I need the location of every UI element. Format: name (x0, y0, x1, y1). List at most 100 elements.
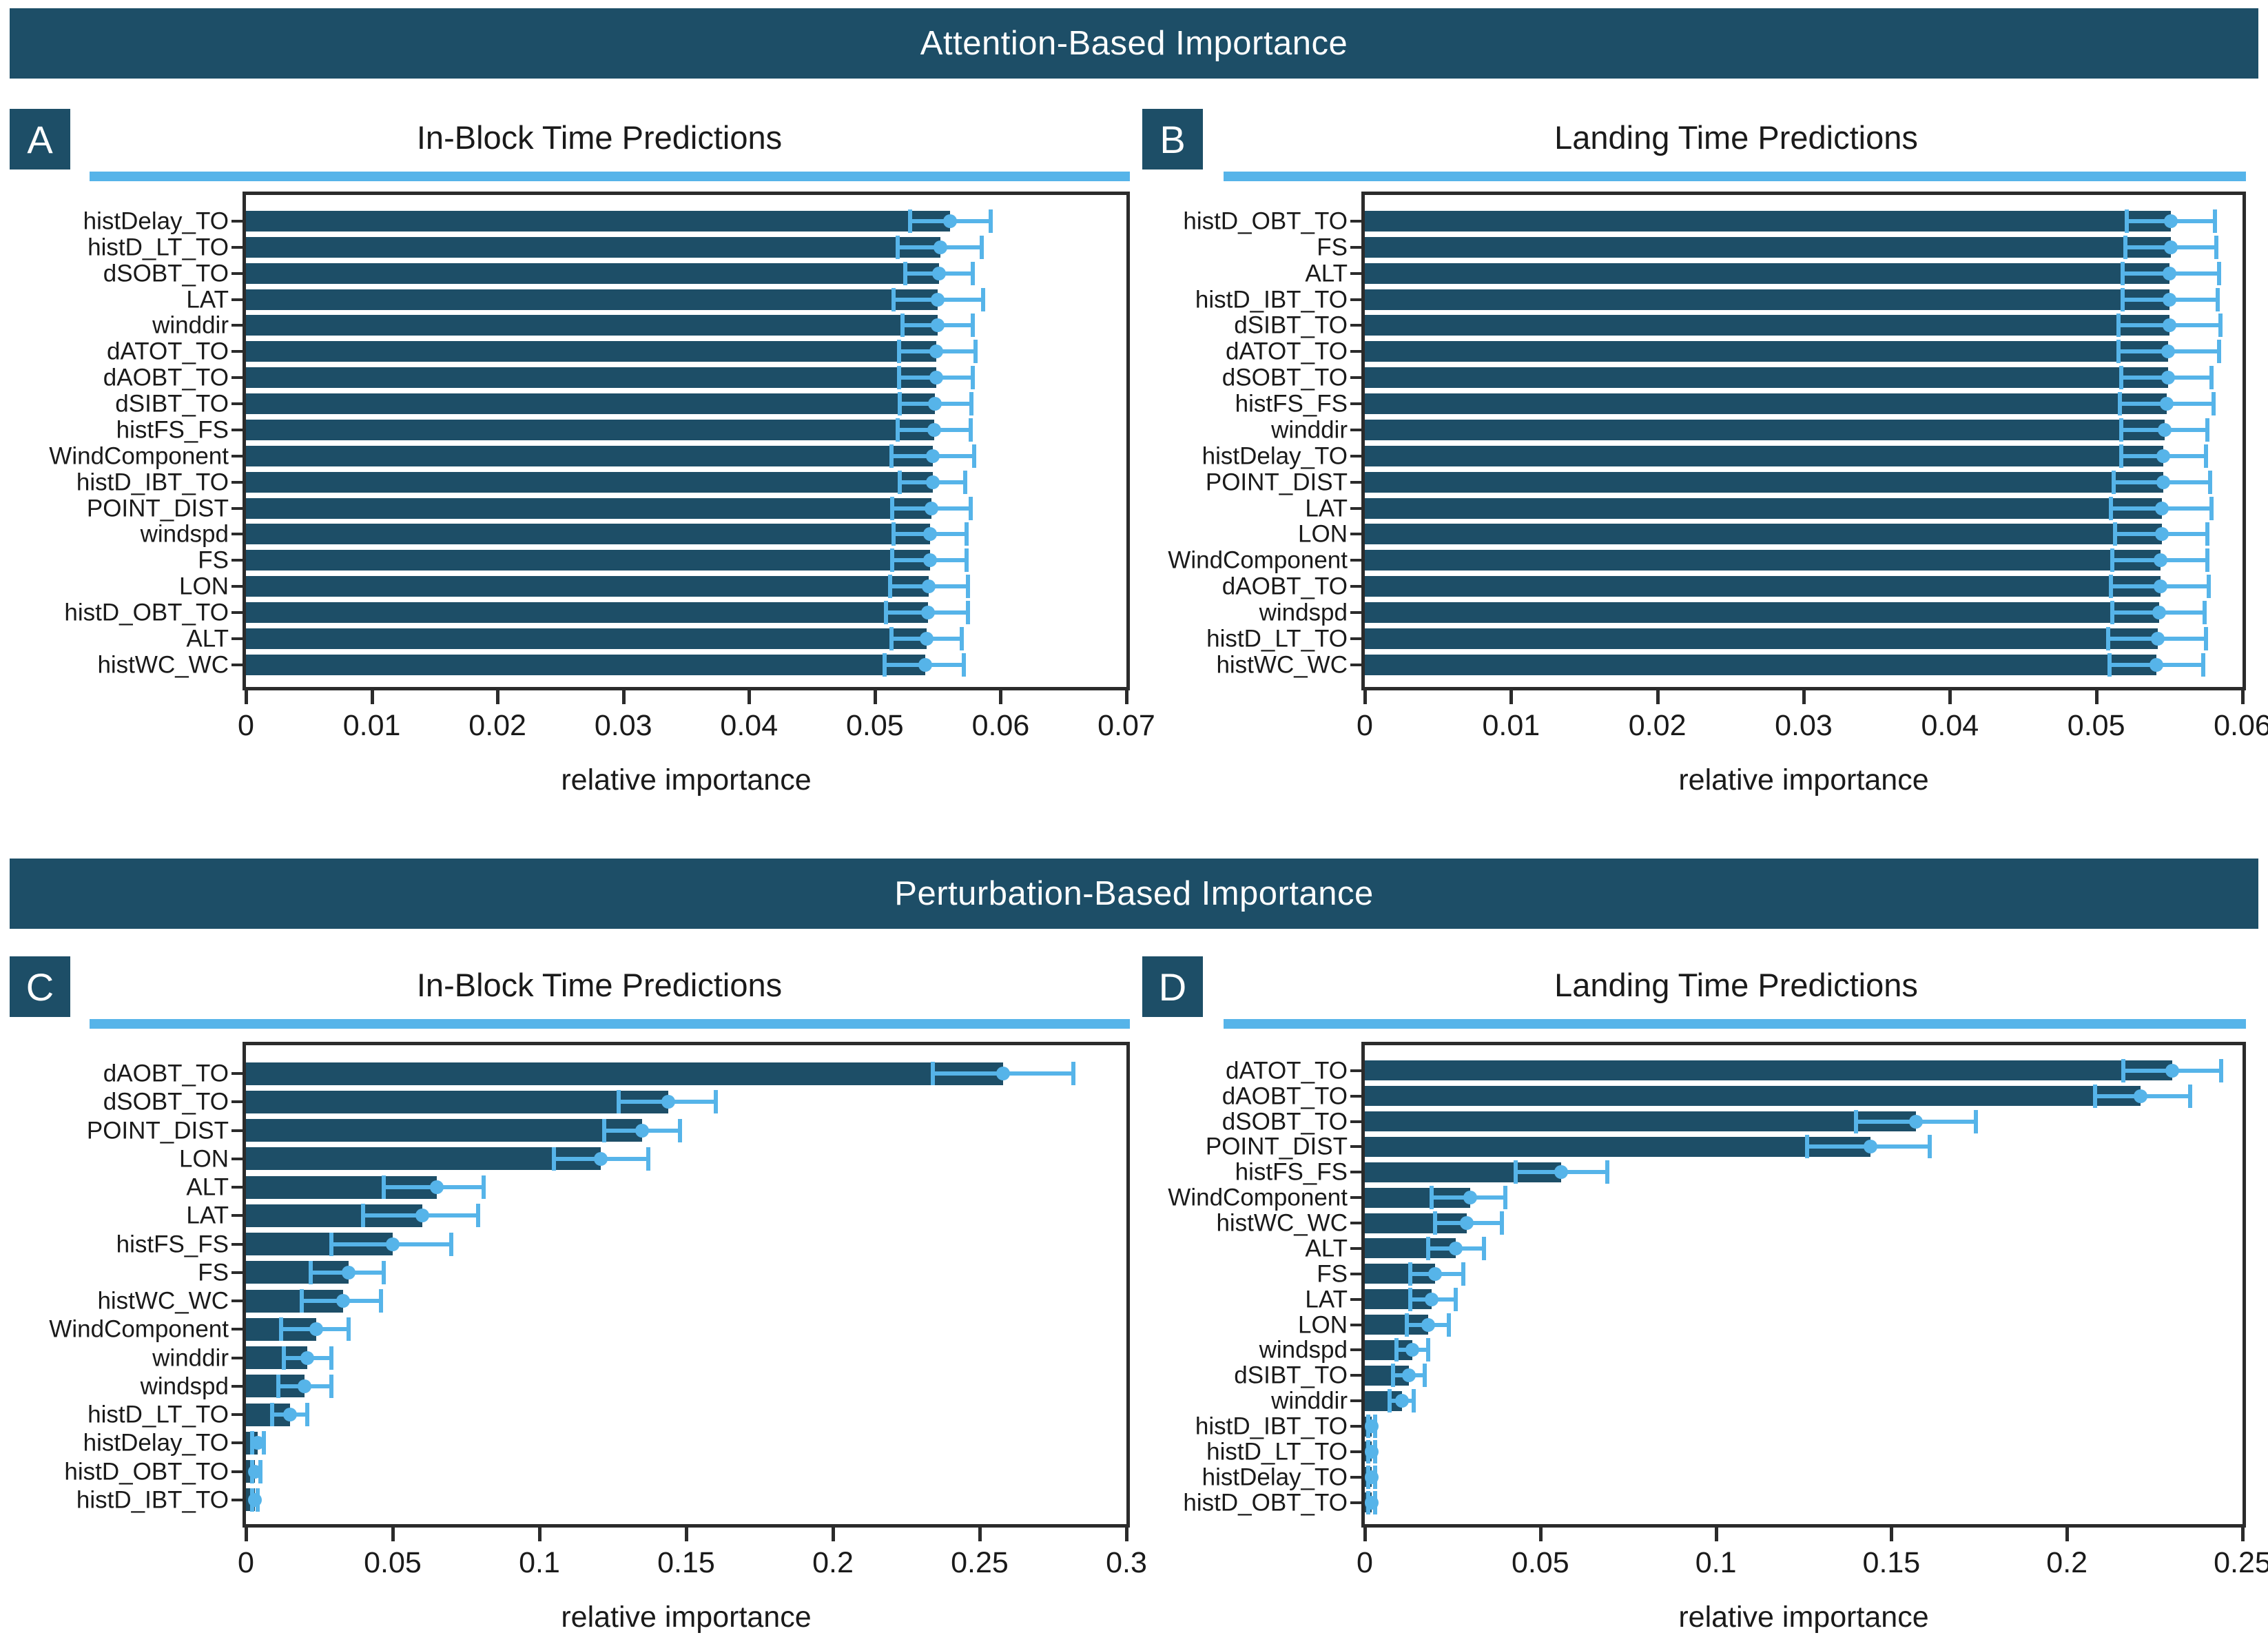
y-axis-label: dAOBT_TO (1221, 1082, 1348, 1110)
y-axis-label: histWC_WC (1216, 1209, 1348, 1237)
error-bar-cap-left (890, 496, 895, 520)
bar (246, 628, 927, 649)
error-bar-cap-right (678, 1118, 683, 1142)
x-tick (496, 690, 500, 704)
x-axis-title: relative importance (1678, 763, 1929, 797)
error-bar-marker (923, 527, 938, 542)
y-tick (1350, 1196, 1361, 1200)
error-bar-marker (925, 501, 938, 515)
panel-letter-badge: A (10, 109, 70, 169)
x-tick-label: 0.3 (1106, 1546, 1147, 1579)
error-bar-cap-right (329, 1374, 333, 1398)
bar (1365, 445, 2164, 466)
error-bar-marker (929, 345, 944, 359)
y-tick (231, 637, 243, 640)
x-tick (1538, 1528, 1543, 1541)
bar (246, 393, 936, 415)
y-axis-label: histWC_WC (97, 1287, 229, 1315)
error-bar-cap-left (552, 1147, 557, 1171)
error-bar-cap-right (1482, 1236, 1487, 1260)
y-axis-label: POINT_DIST (1205, 1133, 1348, 1160)
panel-letter-badge: D (1142, 956, 1203, 1017)
error-bar-cap-right (482, 1175, 486, 1200)
x-tick-label: 0.25 (2214, 1546, 2268, 1579)
x-tick-label: 0.03 (1775, 709, 1833, 742)
title-underline (1224, 172, 2246, 181)
error-bar-cap-left (1432, 1211, 1437, 1235)
error-bar-marker (2162, 318, 2176, 333)
x-tick (1714, 1528, 1718, 1541)
y-axis-label: windspd (140, 520, 229, 548)
y-axis-label: POINT_DIST (1205, 469, 1348, 496)
error-bar-cap-right (2209, 496, 2214, 520)
bar (246, 654, 925, 675)
error-bar-marker (1365, 1470, 1379, 1484)
x-tick-label: 0.1 (1695, 1546, 1737, 1579)
error-bar-cap-right (972, 444, 977, 468)
y-axis-label: histDelay_TO (1202, 442, 1348, 470)
y-tick (231, 324, 243, 327)
panel-letter-badge: B (1142, 109, 1203, 169)
error-bar-cap-right (1928, 1135, 1932, 1159)
y-axis-label: histD_LT_TO (87, 234, 229, 261)
error-bar-cap-right (2205, 418, 2210, 442)
y-tick (231, 428, 243, 431)
error-bar-cap-left (1405, 1313, 1410, 1337)
error-bar-cap-right (971, 366, 976, 390)
error-bar-cap-right (2214, 235, 2218, 259)
error-bar-marker (594, 1151, 608, 1166)
y-axis-label: ALT (1305, 1235, 1348, 1262)
error-bar-cap-left (282, 1346, 287, 1370)
error-bar-cap-left (898, 470, 903, 494)
error-bar-marker (1401, 1368, 1416, 1383)
y-tick (1350, 1272, 1361, 1275)
x-tick-label: 0 (238, 709, 254, 742)
error-bar-marker (2163, 214, 2178, 228)
x-tick-label: 0.2 (2046, 1546, 2088, 1579)
error-bar-cap-left (1394, 1338, 1399, 1362)
x-tick (1656, 690, 1660, 704)
error-bar-cap-right (968, 418, 973, 442)
error-bar-cap-left (2092, 1084, 2097, 1108)
y-axis-label: LAT (186, 1202, 229, 1229)
y-axis-label: POINT_DIST (86, 495, 229, 522)
error-bar-marker (342, 1265, 356, 1280)
error-bar-cap-left (329, 1232, 333, 1256)
error-bar-cap-right (329, 1346, 333, 1370)
x-tick (1363, 1528, 1367, 1541)
y-tick (1350, 506, 1361, 510)
y-tick (231, 585, 243, 588)
y-tick (1350, 1399, 1361, 1403)
y-axis-label: ALT (186, 625, 229, 653)
bar (1365, 524, 2163, 545)
error-bar-cap-left (2107, 653, 2112, 677)
error-bar-marker (927, 422, 941, 437)
error-bar-marker (2158, 422, 2172, 437)
x-tick-label: 0.1 (519, 1546, 560, 1579)
error-bar-marker (943, 214, 958, 228)
error-bar-marker (2150, 631, 2165, 646)
error-bar-cap-right (2200, 653, 2205, 677)
y-tick (231, 480, 243, 484)
error-bar-cap-right (2203, 626, 2208, 650)
error-bar-cap-right (1425, 1338, 1430, 1362)
error-bar-marker (386, 1237, 400, 1251)
error-bar-cap-left (2121, 1058, 2125, 1082)
error-bar-marker (2134, 1089, 2148, 1103)
error-bar-marker (931, 292, 945, 307)
error-bar-cap-left (896, 340, 901, 364)
error-bar-marker (931, 266, 946, 280)
y-tick (1350, 1323, 1361, 1326)
x-axis-title: relative importance (561, 763, 812, 797)
error-bar-marker (1365, 1419, 1379, 1434)
plot-area (243, 1042, 1130, 1528)
error-bar-marker (1427, 1266, 1442, 1281)
error-bar-marker (2156, 449, 2171, 463)
x-tick (370, 690, 374, 704)
y-tick (231, 271, 243, 275)
y-axis-label: histFS_FS (1235, 390, 1348, 418)
error-bar-cap-left (382, 1175, 386, 1200)
y-axis-label: winddir (152, 311, 229, 339)
y-axis-label: dSIBT_TO (1234, 311, 1348, 339)
error-bar-marker (931, 318, 945, 333)
